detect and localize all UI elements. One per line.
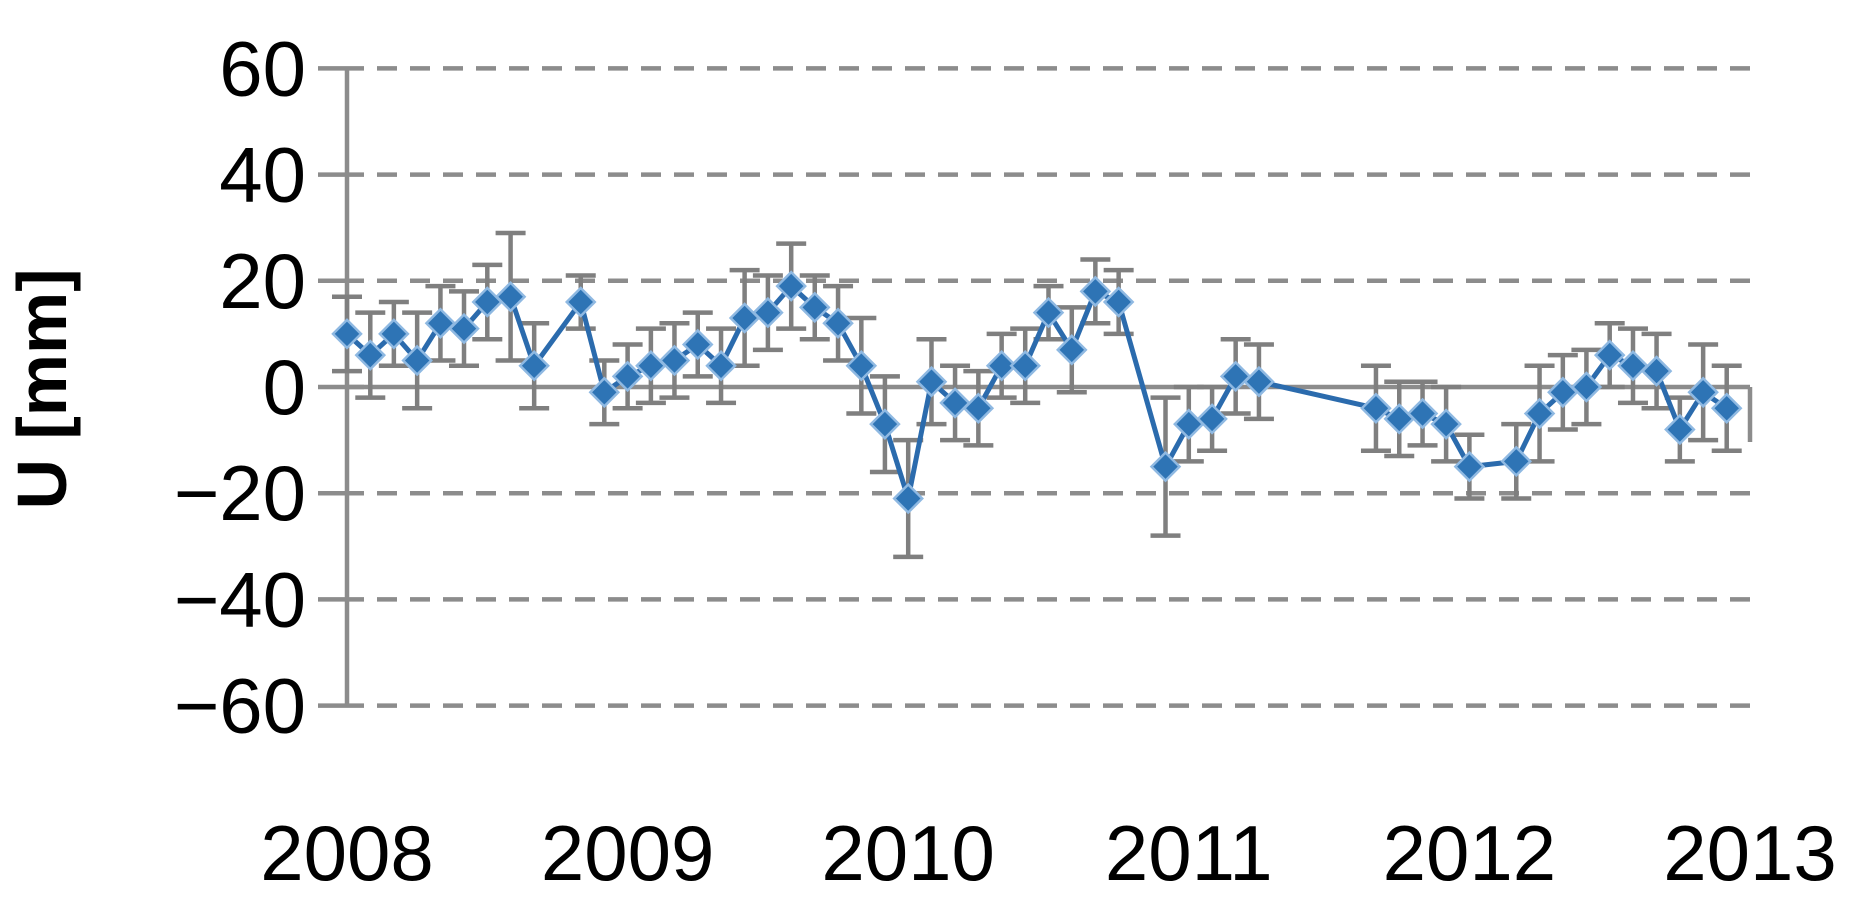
data-point-marker	[1149, 450, 1182, 483]
x-tick-label: 2011	[1105, 809, 1273, 897]
data-point-marker	[564, 286, 597, 318]
x-tick-label: 2008	[260, 809, 434, 897]
x-tick-label: 2010	[821, 809, 995, 897]
y-tick-label: 20	[219, 237, 306, 325]
data-point-marker	[892, 482, 924, 515]
data-point-marker	[1430, 408, 1462, 440]
data-point-marker	[1009, 349, 1041, 382]
data-point-marker	[1617, 349, 1649, 382]
data-point-marker	[494, 280, 527, 313]
data-point-marker	[1406, 397, 1439, 430]
data-point-marker	[354, 339, 387, 371]
x-tick-label: 2013	[1663, 809, 1837, 897]
data-point-marker	[378, 318, 410, 350]
data-point-marker	[1570, 371, 1603, 403]
data-point-marker	[1640, 355, 1673, 387]
data-point-marker	[518, 349, 550, 382]
markers-layer	[331, 270, 1743, 515]
x-tick-label: 2009	[541, 809, 715, 897]
data-point-marker	[752, 296, 784, 329]
data-point-marker	[1079, 275, 1112, 308]
data-point-marker	[845, 349, 878, 382]
data-point-marker	[1173, 408, 1205, 440]
data-point-marker	[1243, 365, 1275, 398]
data-point-marker	[658, 344, 691, 377]
x-tick-label: 2012	[1383, 809, 1557, 897]
y-axis-title: U [mm]	[3, 268, 81, 509]
data-point-marker	[1593, 339, 1626, 371]
data-point-marker	[1196, 403, 1228, 435]
data-point-marker	[588, 376, 621, 409]
data-point-marker	[939, 387, 971, 419]
y-tick-label: 60	[219, 24, 306, 112]
data-point-marker	[1102, 286, 1135, 318]
y-tick-label: −60	[174, 662, 306, 750]
data-point-marker	[611, 360, 644, 393]
data-point-marker	[331, 318, 363, 350]
y-tick-label: 40	[219, 131, 306, 219]
data-point-marker	[822, 307, 854, 340]
data-point-marker	[1219, 360, 1252, 393]
y-tick-label: 0	[263, 343, 306, 431]
data-point-marker	[1710, 392, 1743, 425]
data-point-marker	[775, 270, 807, 302]
data-point-marker	[915, 365, 948, 398]
data-point-marker	[1032, 296, 1065, 329]
gridlines-layer	[318, 66, 1753, 708]
data-point-marker	[1523, 397, 1556, 430]
data-point-marker	[1453, 450, 1486, 483]
data-point-marker	[1360, 392, 1392, 425]
data-point-marker	[1056, 334, 1088, 366]
data-point-marker	[424, 307, 457, 340]
data-point-marker	[448, 312, 480, 345]
data-point-marker	[798, 291, 831, 324]
tick-labels-layer: 60 40 20 0 −20 −40 −60 2008 2009 2010 2011 2012 2013	[174, 24, 1837, 897]
y-tick-label: −40	[174, 555, 306, 643]
data-point-marker	[1500, 445, 1533, 478]
data-point-marker	[681, 328, 714, 361]
data-point-marker	[1687, 376, 1719, 409]
y-tick-label: −20	[174, 449, 306, 537]
data-point-marker	[401, 344, 433, 377]
data-point-marker	[962, 392, 995, 425]
data-point-marker	[985, 349, 1018, 382]
data-point-marker	[869, 408, 901, 440]
data-point-marker	[1664, 413, 1696, 446]
data-point-marker	[705, 349, 737, 382]
